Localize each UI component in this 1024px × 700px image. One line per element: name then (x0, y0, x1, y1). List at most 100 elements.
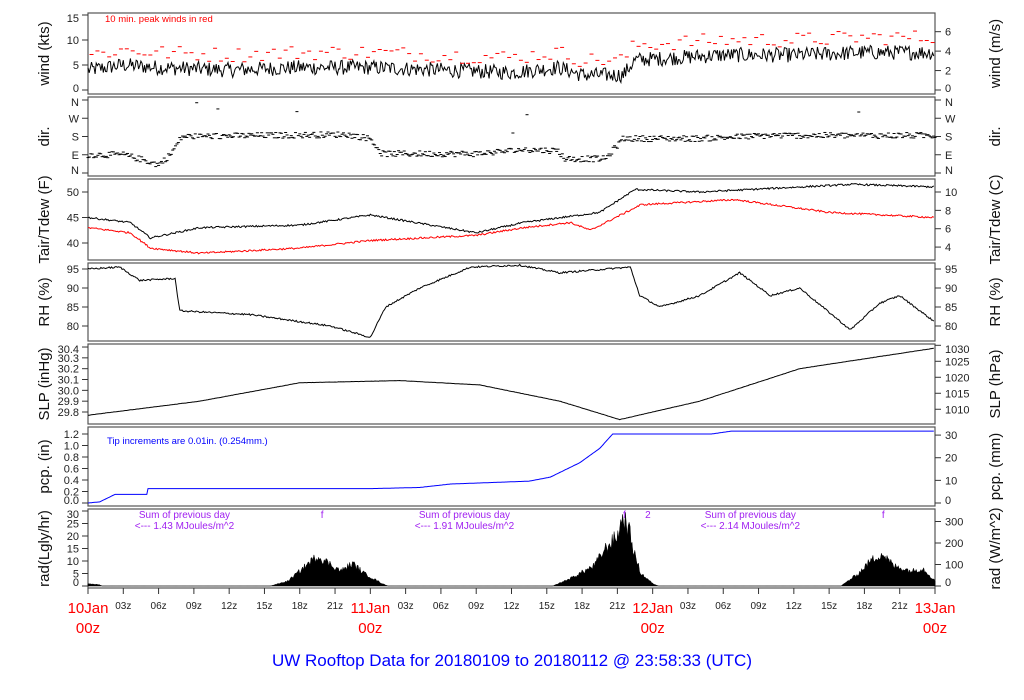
wind-left-tick-label: 0 (73, 83, 79, 95)
x-tick-label: 21z (892, 601, 908, 612)
slp-left-tick-label: 29.8 (58, 407, 79, 419)
temp-right-tick-label: 8 (945, 205, 951, 217)
pcp-right-tick-label: 30 (945, 430, 957, 442)
rad-left-tick-label: 15 (67, 544, 79, 556)
temp-left-tick-label: 45 (67, 213, 79, 225)
x-tick-label: 09z (186, 601, 202, 612)
wind-left-tick-label: 10 (67, 35, 79, 47)
x-tick-label: 21z (327, 601, 343, 612)
x-tick-label: 21z (609, 601, 625, 612)
radiation-area (87, 512, 936, 587)
x-tick-label: 09z (750, 601, 766, 612)
rh-right-tick-label: 85 (945, 302, 957, 314)
x-tick-label: 03z (398, 601, 414, 612)
rh-left-tick-label: 85 (67, 302, 79, 314)
slp-right-axis-label: SLP (hPa) (987, 350, 1004, 419)
x-day-label: 11Jan (350, 600, 390, 617)
slp-left-tick-label: 30.4 (58, 344, 79, 356)
rad-left-tick-label: 0 (73, 577, 79, 589)
slp-right-tick-label: 1010 (945, 404, 969, 416)
temp-left-axis-label: Tair/Tdew (F) (36, 175, 53, 263)
x-tick-label: 06z (433, 601, 449, 612)
slp-right-tick-label: 1015 (945, 388, 969, 400)
x-day-time-label: 00z (76, 620, 100, 637)
dir-left-tick-label: N (71, 165, 79, 177)
rad-left-tick-label: 20 (67, 531, 79, 543)
x-tick-label: 18z (574, 601, 590, 612)
wind-right-tick-label: 2 (945, 66, 951, 78)
slp-left-tick-label: 30.2 (58, 364, 79, 376)
pcp-left-axis-label: pcp. (in) (36, 439, 53, 493)
pcp-left-tick-label: 0.4 (64, 475, 79, 487)
rad-left-tick-label: 30 (67, 509, 79, 521)
slp-left-tick-label: 29.9 (58, 396, 79, 408)
x-tick-label: 18z (292, 601, 308, 612)
pcp-right-tick-label: 20 (945, 453, 957, 465)
pcp-left-tick-label: 0.2 (64, 487, 79, 499)
panel-temp: 40 45 50 4 6 8 10 Tair/Tdew (F) Tair/Tdew (C) (36, 174, 1004, 264)
pcp-left-tick-label: 0.8 (64, 452, 79, 464)
x-day-label: 10Jan (68, 600, 109, 617)
rad-right-tick-label: 200 (945, 538, 963, 550)
radiation-daily-sum-value: <--- 2.14 MJoules/m^2 (701, 521, 801, 532)
panel-slp: 29.829.930.030.130.230.330.4 1010 1015 1020… (36, 343, 1004, 425)
pcp-annotation: Tip increments are 0.01in. (0.254mm.) (107, 436, 268, 447)
dir-right-tick-label: E (945, 150, 952, 162)
slp-right-tick-label: 1020 (945, 372, 969, 384)
rad-left-tick-label: 10 (67, 556, 79, 568)
slp-left-tick-label: 30.3 (58, 353, 79, 365)
x-tick-label: 18z (856, 601, 872, 612)
dir-left-tick-label: S (72, 132, 79, 144)
pcp-left-tick-label: 1.2 (64, 429, 79, 441)
dir-right-tick-label: N (945, 97, 953, 109)
wind-plot-frame (87, 12, 936, 95)
wind-right-tick-label: 6 (945, 27, 951, 39)
rad-right-axis-label: rad (W/m^2) (987, 507, 1004, 589)
wind-left-tick-label: 5 (73, 60, 79, 72)
dir-left-axis-label: dir. (36, 126, 53, 146)
slp-right-tick-label: 1025 (945, 356, 969, 368)
rh-left-tick-label: 90 (67, 283, 79, 295)
x-tick-label: 09z (468, 601, 484, 612)
rh-right-axis-label: RH (%) (987, 277, 1004, 326)
x-day-time-label: 00z (641, 620, 665, 637)
dir-plot-frame (87, 96, 936, 177)
rh-plot-frame (87, 262, 936, 342)
rad-left-tick-label: 25 (67, 519, 79, 531)
radiation-marker: f (321, 510, 324, 521)
x-tick-label: 06z (151, 601, 167, 612)
pcp-left-tick-label: 0.6 (64, 464, 79, 476)
x-axis: 03z 06z 09z 12z 15z 18z 21z 03z 06z 09z 12z 15z 18z 2… (68, 588, 955, 637)
x-tick-label: 15z (539, 601, 555, 612)
radiation-daily-sum-value: <--- 1.43 MJoules/m^2 (135, 521, 235, 532)
radiation-daily-sum-title: Sum of previous day (419, 510, 510, 521)
temp-plot-frame (87, 178, 936, 261)
wind-right-tick-label: 0 (945, 83, 951, 95)
rh-left-axis-label: RH (%) (36, 277, 53, 326)
temp-tdew-line (88, 198, 935, 255)
x-tick-label: 03z (115, 601, 131, 612)
slp-left-tick-label: 30.1 (58, 375, 79, 387)
panel-rh: 80 85 90 95 80 85 90 95 RH (%) RH (%) (36, 262, 1004, 342)
rad-right-tick-label: 0 (945, 577, 951, 589)
radiation-daily-sum-title: Sum of previous day (139, 510, 230, 521)
x-tick-label: 12z (786, 601, 802, 612)
wind-right-tick-label: 4 (945, 46, 951, 58)
dir-left-tick-label: N (71, 97, 79, 109)
slp-left-axis-label: SLP (inHg) (36, 347, 53, 420)
temp-right-tick-label: 10 (945, 187, 957, 199)
radiation-marker: 2 (645, 510, 651, 521)
rh-left-tick-label: 80 (67, 321, 79, 333)
pcp-accumulated-precipitation-line (87, 430, 934, 504)
temp-right-tick-label: 4 (945, 242, 951, 254)
pcp-right-tick-label: 10 (945, 475, 957, 487)
rad-right-tick-label: 300 (945, 517, 963, 529)
panel-wind: 0 5 10 15 0 2 4 6 wind (kts) wind (m/s) 10 min. pe… (36, 12, 1004, 95)
x-tick-label: 15z (821, 601, 837, 612)
radiation-daily-sum-value: <--- 1.91 MJoules/m^2 (415, 521, 515, 532)
radiation-daily-sum-title: Sum of previous day (705, 510, 796, 521)
x-day-time-label: 00z (358, 620, 382, 637)
